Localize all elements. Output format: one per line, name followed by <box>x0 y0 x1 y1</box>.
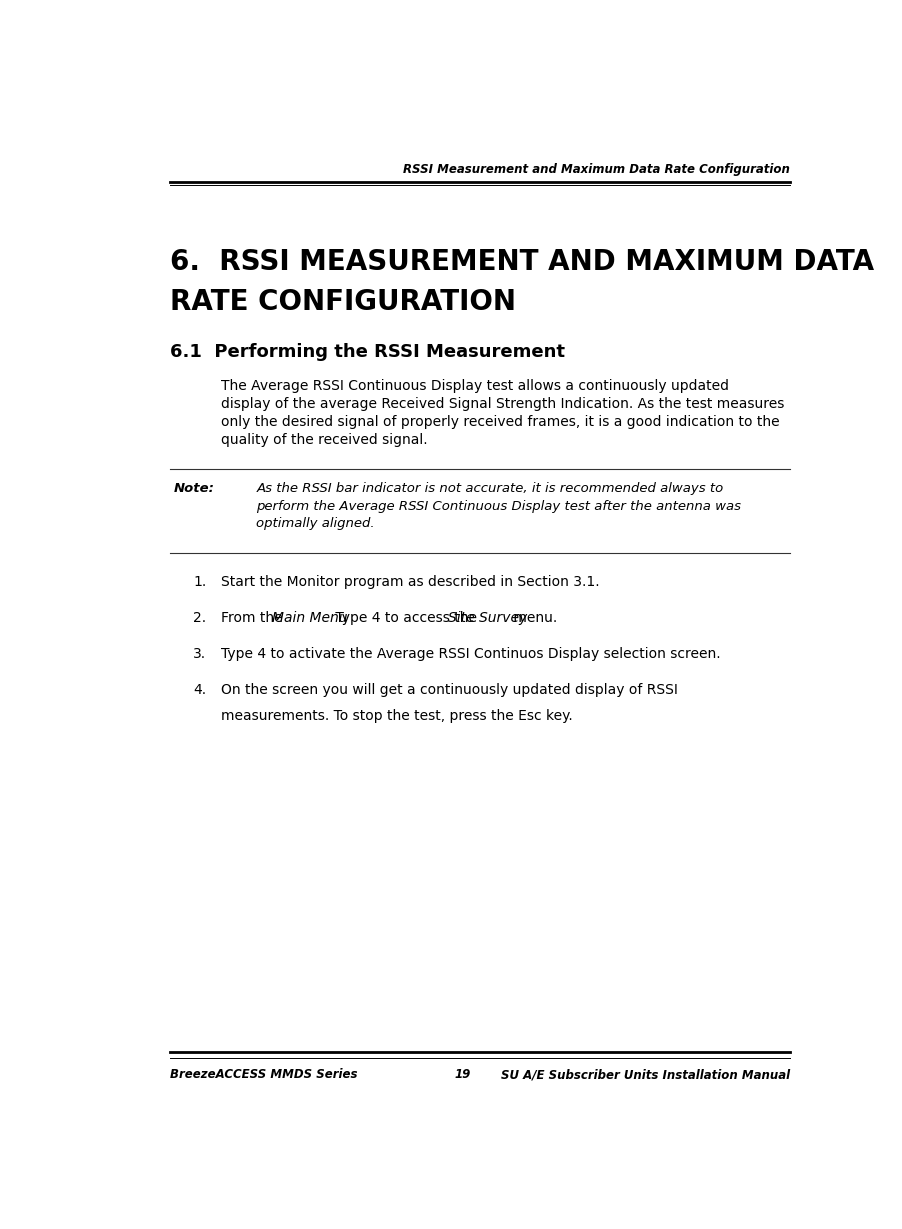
Text: 4.: 4. <box>193 682 207 697</box>
Text: RATE CONFIGURATION: RATE CONFIGURATION <box>170 289 516 317</box>
Text: From the: From the <box>221 611 287 626</box>
Text: BreezeACCESS MMDS Series: BreezeACCESS MMDS Series <box>170 1068 357 1082</box>
Text: As the RSSI bar indicator is not accurate, it is recommended always to: As the RSSI bar indicator is not accurat… <box>256 482 723 494</box>
Text: SU A/E Subscriber Units Installation Manual: SU A/E Subscriber Units Installation Man… <box>501 1068 789 1082</box>
Text: Main Menu: Main Menu <box>272 611 347 626</box>
Text: display of the average Received Signal Strength Indication. As the test measures: display of the average Received Signal S… <box>221 397 784 412</box>
Text: quality of the received signal.: quality of the received signal. <box>221 434 428 447</box>
Text: RSSI Measurement and Maximum Data Rate Configuration: RSSI Measurement and Maximum Data Rate C… <box>403 163 789 176</box>
Text: menu.: menu. <box>509 611 557 626</box>
Text: 19: 19 <box>455 1068 470 1082</box>
Text: 3.: 3. <box>193 646 207 661</box>
Text: 2.: 2. <box>193 611 207 626</box>
Text: The Average RSSI Continuous Display test allows a continuously updated: The Average RSSI Continuous Display test… <box>221 380 729 393</box>
Text: only the desired signal of properly received frames, it is a good indication to : only the desired signal of properly rece… <box>221 415 779 429</box>
Text: measurements. To stop the test, press the Esc key.: measurements. To stop the test, press th… <box>221 709 573 723</box>
Text: 6.  RSSI MEASUREMENT AND MAXIMUM DATA: 6. RSSI MEASUREMENT AND MAXIMUM DATA <box>170 248 873 275</box>
Text: perform the Average RSSI Continuous Display test after the antenna was: perform the Average RSSI Continuous Disp… <box>256 499 741 512</box>
Text: On the screen you will get a continuously updated display of RSSI: On the screen you will get a continuousl… <box>221 682 677 697</box>
Text: Start the Monitor program as described in Section 3.1.: Start the Monitor program as described i… <box>221 575 599 589</box>
Text: Type 4 to activate the Average RSSI Continuos Display selection screen.: Type 4 to activate the Average RSSI Cont… <box>221 646 720 661</box>
Text: Site Survey: Site Survey <box>447 611 526 626</box>
Text: 6.1  Performing the RSSI Measurement: 6.1 Performing the RSSI Measurement <box>170 343 565 361</box>
Text: 1.: 1. <box>193 575 207 589</box>
Text: Note:: Note: <box>173 482 215 494</box>
Text: optimally aligned.: optimally aligned. <box>256 517 374 531</box>
Text: Type 4 to access the: Type 4 to access the <box>331 611 481 626</box>
